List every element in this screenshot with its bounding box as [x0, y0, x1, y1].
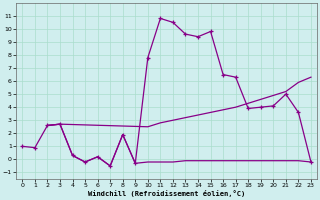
- X-axis label: Windchill (Refroidissement éolien,°C): Windchill (Refroidissement éolien,°C): [88, 190, 245, 197]
